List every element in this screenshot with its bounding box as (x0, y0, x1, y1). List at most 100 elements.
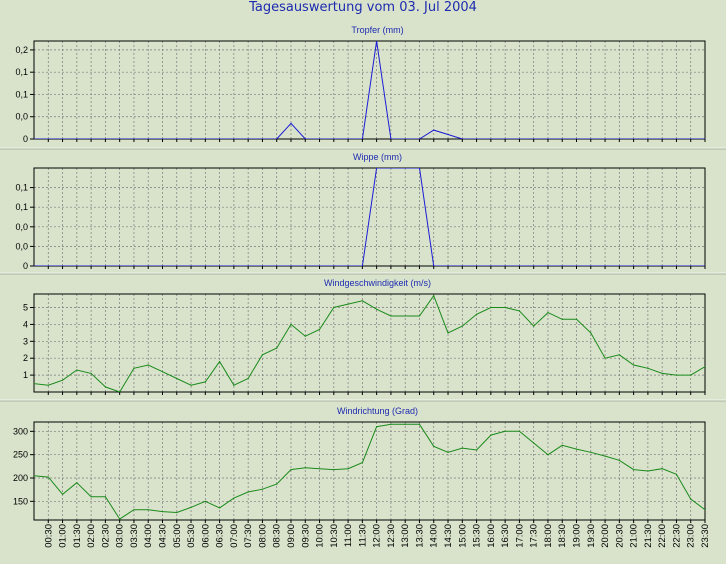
data-point (418, 423, 421, 425)
data-point (247, 491, 249, 493)
x-tick-label: 17:30 (529, 524, 540, 548)
data-point (90, 372, 92, 375)
data-point (376, 168, 378, 169)
x-tick-label: 05:00 (172, 524, 183, 548)
x-tick-label: 21:00 (629, 524, 640, 548)
chart-panel-1: Tropfer (mm) 0 0,0 0,1 0,1 0,2 (15, 25, 706, 144)
page-title: Tagesauswertung vom 03. Jul 2004 (249, 0, 477, 15)
x-tick-label: 10:30 (329, 524, 340, 548)
data-point (475, 449, 478, 451)
data-point (361, 300, 363, 302)
data-point (261, 354, 264, 356)
plot-area (34, 294, 705, 392)
x-tick-label: 10:00 (315, 524, 326, 548)
data-point (119, 518, 121, 520)
data-point (575, 448, 578, 450)
data-point (161, 511, 164, 513)
data-point (304, 467, 306, 469)
series-group (34, 294, 705, 392)
x-tick-label: 20:30 (614, 524, 625, 548)
y-tick-label: 0,0 (15, 112, 28, 122)
data-point (661, 372, 663, 375)
data-point (376, 308, 378, 310)
data-point (47, 476, 49, 478)
x-tick-label: 20:00 (600, 524, 611, 548)
data-point (675, 374, 678, 376)
data-point (61, 379, 64, 381)
data-point (418, 138, 421, 139)
data-point (204, 500, 206, 502)
chart-title: Wippe (mm) (353, 152, 402, 162)
data-point (533, 442, 535, 444)
x-tick-label: 12:30 (386, 524, 397, 548)
y-tick-label: 0,1 (15, 67, 28, 77)
chart-panel-2: Wippe (mm) 0 0,0 0,0 0,1 0,1 (15, 152, 706, 271)
data-point (704, 265, 705, 266)
y-tick-label: 0,1 (15, 89, 28, 99)
data-point (176, 511, 178, 514)
y-tick-label: 0,2 (15, 45, 28, 55)
data-point (447, 451, 449, 453)
data-point (475, 313, 478, 315)
y-tick-label: 0 (23, 261, 28, 271)
data-point (333, 469, 335, 471)
data-point (604, 357, 606, 359)
data-point (690, 498, 692, 500)
y-tick-label: 0,0 (15, 222, 28, 232)
y-tick-label: 150 (13, 496, 28, 506)
data-point (647, 470, 649, 472)
data-point (76, 369, 78, 371)
x-tick-label: 04:00 (143, 524, 154, 548)
x-tick-label: 07:00 (229, 524, 240, 548)
data-point (461, 325, 463, 327)
data-point (447, 332, 449, 334)
data-point (561, 444, 563, 446)
data-point (590, 332, 592, 334)
data-point (76, 482, 78, 484)
x-tick-label: 17:00 (514, 524, 525, 548)
x-tick-label: 18:30 (557, 524, 568, 548)
data-point (433, 129, 435, 131)
data-point (347, 303, 349, 305)
data-point (104, 496, 106, 498)
data-point (147, 364, 149, 366)
data-point (361, 462, 363, 464)
data-point (318, 468, 321, 470)
data-point (190, 384, 192, 386)
data-point (618, 459, 620, 461)
x-tick-label: 11:00 (343, 524, 354, 547)
x-tick-label: 14:30 (443, 524, 454, 548)
x-tick-label: 00:30 (43, 524, 54, 548)
data-point (418, 315, 421, 317)
plot-frame (33, 40, 706, 140)
data-point (104, 386, 106, 388)
data-point (304, 138, 306, 139)
data-point (390, 138, 392, 139)
y-tick-label: 0,1 (15, 183, 28, 193)
series-line (34, 423, 705, 520)
series-group (34, 423, 705, 520)
x-tick-label: 22:30 (671, 524, 682, 548)
data-point (461, 447, 463, 449)
x-tick-label: 01:00 (58, 524, 69, 548)
data-point (304, 335, 306, 337)
x-tick-label: 23:30 (700, 524, 711, 548)
x-tick-label: 03:00 (115, 524, 126, 548)
x-tick-label: 16:00 (486, 524, 497, 548)
x-tick-label: 08:00 (257, 524, 268, 548)
x-tick-label: 04:30 (157, 524, 168, 548)
data-point (504, 430, 506, 432)
data-point (376, 426, 378, 428)
x-tick-label: 02:00 (86, 524, 97, 548)
data-point (704, 366, 705, 368)
x-tick-label: 18:00 (543, 524, 554, 548)
data-point (276, 138, 278, 139)
chart-panel-4: Windrichtung (Grad) 150 200 250 300 (13, 406, 706, 523)
y-tick-label: 250 (13, 450, 28, 460)
x-tick-label: 23:00 (686, 524, 697, 548)
data-point (276, 483, 278, 485)
y-tick-label: 5 (23, 303, 28, 313)
data-point (590, 451, 592, 453)
x-tick-label: 01:30 (72, 524, 83, 548)
x-tick-label: 15:00 (457, 524, 468, 548)
